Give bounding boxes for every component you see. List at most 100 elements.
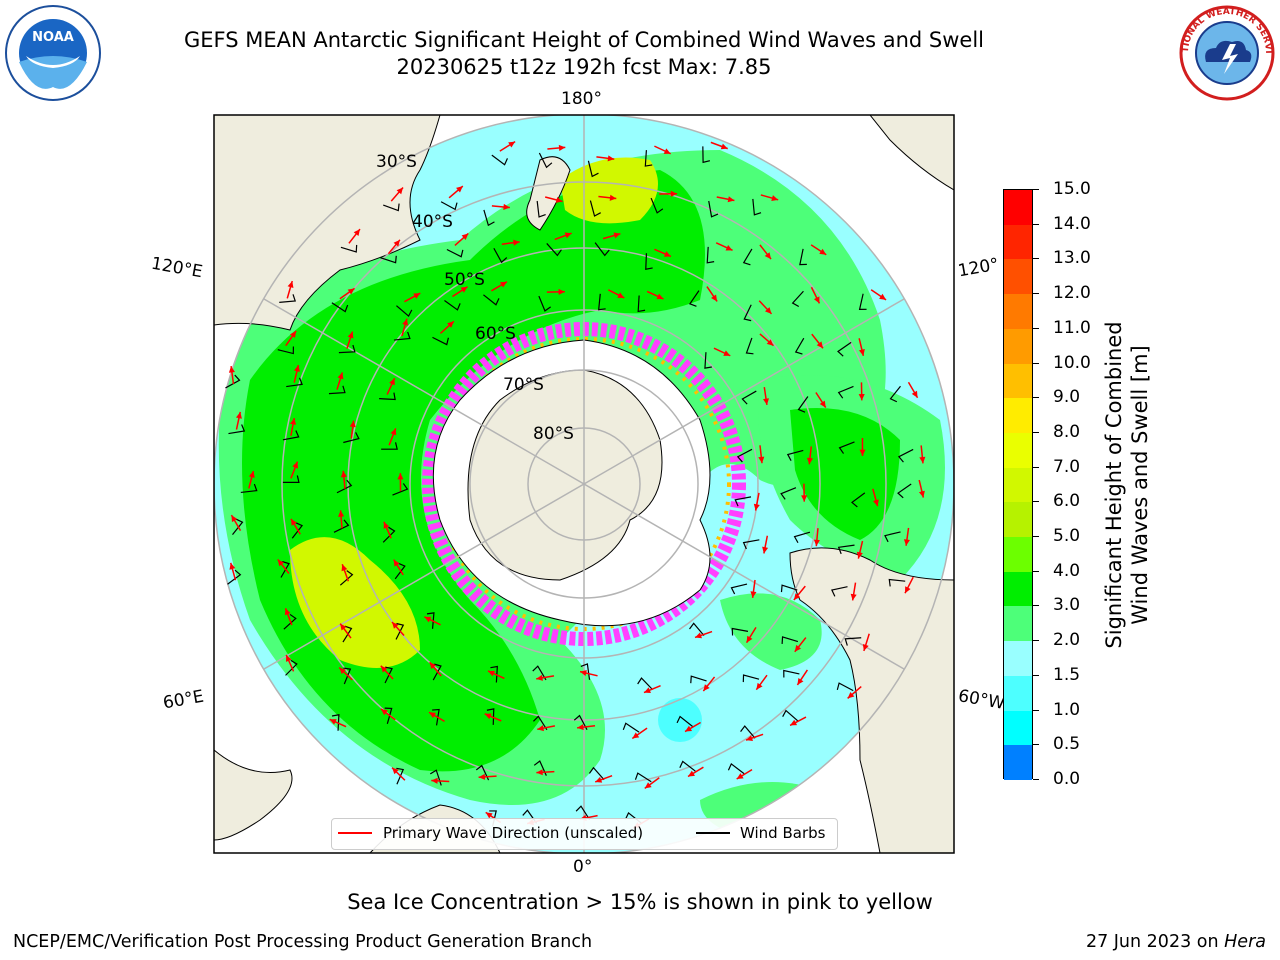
colorbar-tick-label: 13.0 bbox=[1053, 248, 1091, 269]
wave-arrow-head bbox=[447, 321, 454, 328]
wind-barb bbox=[393, 331, 411, 341]
colorbar-segment bbox=[1004, 502, 1032, 538]
wind-barb bbox=[240, 483, 258, 494]
wave-arrow-head bbox=[746, 635, 753, 643]
wind-barb bbox=[343, 667, 352, 685]
colorbar-segment bbox=[1004, 294, 1032, 330]
wind-barb bbox=[644, 150, 653, 167]
colorbar-tick-label: 3.0 bbox=[1053, 595, 1081, 616]
wind-barb bbox=[483, 209, 495, 227]
colorbar-segment bbox=[1004, 328, 1032, 365]
wind-barb bbox=[702, 146, 711, 164]
colorbar-tick-label: 8.0 bbox=[1053, 421, 1081, 442]
colorbar-segment bbox=[1004, 398, 1032, 434]
wave-arrow-head bbox=[460, 286, 468, 293]
wind-barb bbox=[285, 659, 298, 676]
colorbar-segment bbox=[1004, 363, 1032, 399]
wind-barb bbox=[650, 197, 664, 214]
wind-barb bbox=[742, 674, 760, 683]
wave-arrow-head bbox=[383, 521, 390, 529]
wave-arrow-head bbox=[461, 233, 469, 240]
colorbar-tick-label: 10.0 bbox=[1053, 352, 1091, 373]
lon-label-0: 0° bbox=[573, 857, 593, 877]
wave-arrow-head bbox=[392, 767, 399, 775]
wave-arrow-head bbox=[813, 539, 820, 547]
wave-arrow-head bbox=[919, 456, 926, 464]
wave-arrow-head bbox=[758, 456, 765, 464]
noaa-logo-text: NOAA bbox=[32, 30, 74, 45]
wave-arrow-head bbox=[819, 400, 826, 408]
colorbar-segment bbox=[1004, 571, 1032, 607]
wave-arrow-head bbox=[609, 194, 617, 201]
wave-arrow-head bbox=[380, 708, 388, 716]
colorbar-tick-label: 4.0 bbox=[1053, 560, 1081, 581]
wind-barb bbox=[858, 293, 867, 310]
wind-barb bbox=[645, 253, 653, 270]
wave-arrow-head bbox=[555, 196, 563, 203]
wind-barb bbox=[342, 625, 353, 643]
wave-arrow-head bbox=[393, 559, 400, 567]
wind-barb bbox=[897, 483, 912, 499]
wind-barb bbox=[490, 665, 498, 683]
wave-arrow-head bbox=[753, 503, 760, 511]
wave-arrow-head bbox=[431, 777, 438, 784]
wind-barb bbox=[734, 496, 752, 507]
wave-arrow-head bbox=[558, 144, 566, 151]
wave-arrow-head bbox=[643, 687, 651, 693]
colorbar-segment bbox=[1004, 537, 1032, 573]
wave-arrow-head bbox=[607, 155, 615, 162]
wind-barb bbox=[532, 665, 547, 681]
wave-arrow-head bbox=[248, 471, 255, 478]
wind-barb bbox=[277, 346, 294, 355]
colorbar-label-line2: Wind Waves and Swell [m] bbox=[1128, 345, 1152, 625]
colorbar-tick-mark bbox=[1033, 223, 1039, 225]
lat-label-60s: 60°S bbox=[475, 324, 516, 344]
colorbar-tick-label: 15.0 bbox=[1053, 179, 1091, 199]
wind-barb bbox=[475, 764, 490, 781]
wave-arrow-head bbox=[746, 735, 753, 741]
wave-arrow-head bbox=[231, 515, 238, 523]
footer-date-text: 27 Jun 2023 on bbox=[1085, 932, 1225, 952]
wind-barb bbox=[395, 622, 405, 640]
wind-barb bbox=[783, 669, 800, 678]
colorbar-label-line1: Significant Height of Combined bbox=[1102, 321, 1126, 649]
lat-label-70s: 70°S bbox=[503, 375, 544, 395]
colorbar-tick-label: 6.0 bbox=[1053, 491, 1081, 512]
colorbar-segment bbox=[1004, 606, 1032, 642]
wind-barb bbox=[426, 612, 435, 629]
colorbar-segment bbox=[1004, 190, 1032, 226]
wave-arrow-head bbox=[235, 411, 242, 419]
wind-barb bbox=[279, 294, 297, 303]
wave-arrow-head bbox=[228, 366, 235, 373]
wind-barb bbox=[742, 539, 760, 550]
wind-barb bbox=[283, 613, 297, 630]
wind-barb bbox=[589, 200, 601, 217]
colorbar-tick-mark bbox=[1033, 501, 1039, 503]
wave-arrow-head bbox=[862, 644, 869, 651]
wave-arrow-head bbox=[393, 239, 400, 247]
wave-arrow-head bbox=[656, 293, 664, 300]
colorbar-tick-label: 11.0 bbox=[1053, 317, 1091, 338]
colorbar-tick-mark bbox=[1033, 293, 1039, 295]
colorbar-tick-label: 1.5 bbox=[1053, 664, 1081, 685]
wave-arrow-head bbox=[536, 769, 543, 776]
wave-arrow-head bbox=[499, 281, 507, 288]
wave-arrow-head bbox=[816, 341, 824, 349]
wave-arrow-head bbox=[229, 562, 236, 570]
land-masses bbox=[214, 115, 954, 853]
footer-host: Hera bbox=[1224, 932, 1266, 952]
wave-arrow-head bbox=[695, 632, 702, 639]
wave-arrow-head bbox=[284, 608, 291, 616]
wave-arrow-head bbox=[341, 564, 348, 572]
colorbar-tick-label: 0.0 bbox=[1053, 769, 1081, 789]
wind-barb bbox=[339, 570, 354, 586]
wave-arrow-head bbox=[727, 196, 735, 203]
wind-barb bbox=[688, 290, 700, 307]
wave-arrow-head bbox=[856, 551, 863, 559]
wave-arrow-head bbox=[766, 339, 774, 346]
wave-arrow-head bbox=[720, 143, 728, 150]
wave-arrow-head bbox=[577, 724, 584, 731]
colorbar-segment bbox=[1004, 675, 1032, 712]
wave-arrow-head bbox=[670, 190, 678, 197]
wind-barb bbox=[689, 622, 705, 636]
